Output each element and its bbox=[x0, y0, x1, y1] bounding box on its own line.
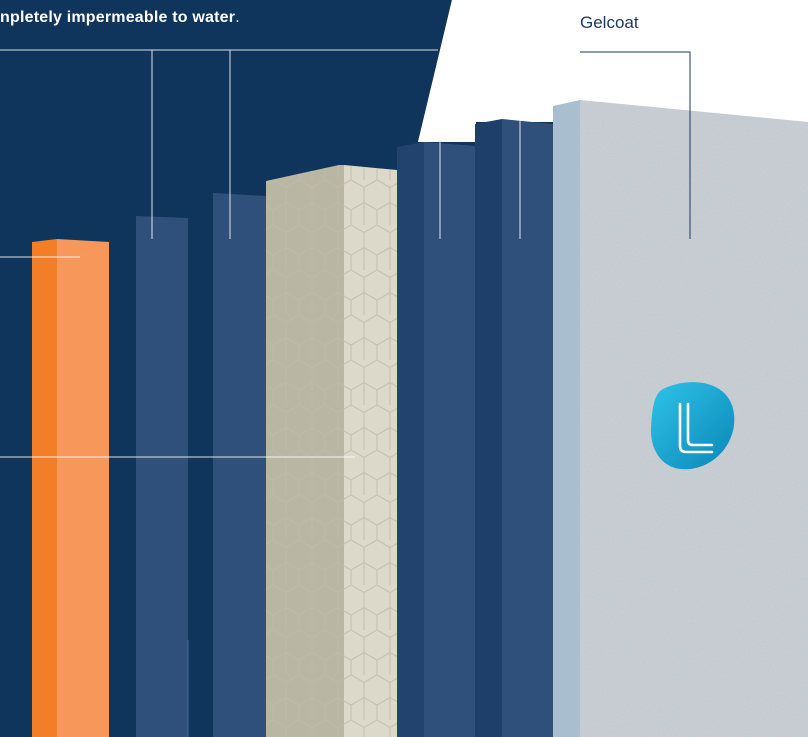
laminate-layer-c bbox=[136, 193, 266, 737]
laminate-layer-a bbox=[475, 119, 553, 737]
label-pointer-wedge bbox=[418, 0, 480, 142]
ll-logo-icon bbox=[650, 382, 735, 470]
caption-trailing: . bbox=[235, 9, 240, 26]
gelcoat-callout-line bbox=[580, 51, 691, 239]
caption-bold: npletely impermeable to water bbox=[0, 9, 236, 26]
caption-text: npletely impermeable to water. bbox=[0, 9, 240, 27]
callout-lines bbox=[0, 49, 521, 458]
orange-layer bbox=[32, 239, 109, 737]
laminate-layer-b bbox=[397, 142, 475, 737]
honeycomb-core bbox=[266, 165, 397, 737]
gelcoat-label: Gelcoat bbox=[580, 13, 639, 32]
